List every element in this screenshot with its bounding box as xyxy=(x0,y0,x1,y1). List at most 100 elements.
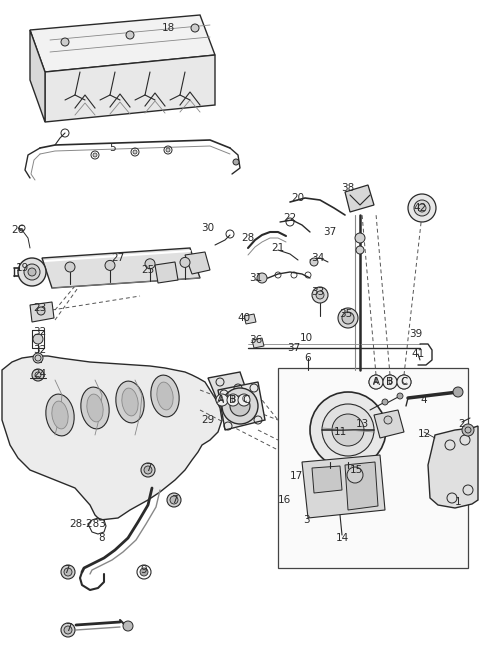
Circle shape xyxy=(64,626,72,634)
Circle shape xyxy=(105,260,115,270)
Circle shape xyxy=(355,233,365,243)
Ellipse shape xyxy=(52,401,68,429)
Polygon shape xyxy=(185,252,210,274)
Text: 23: 23 xyxy=(34,303,47,313)
Text: 42: 42 xyxy=(413,203,427,213)
Circle shape xyxy=(145,259,155,269)
Circle shape xyxy=(33,353,43,363)
Text: 12: 12 xyxy=(418,429,431,439)
Text: 32: 32 xyxy=(34,327,47,337)
Circle shape xyxy=(166,148,170,152)
Circle shape xyxy=(123,621,133,631)
Circle shape xyxy=(312,287,328,303)
Circle shape xyxy=(408,194,436,222)
Text: 6: 6 xyxy=(305,353,312,363)
Text: B: B xyxy=(230,395,236,405)
Text: 21: 21 xyxy=(271,243,285,253)
Text: 26: 26 xyxy=(12,225,24,235)
Polygon shape xyxy=(2,356,222,520)
Polygon shape xyxy=(218,382,265,430)
Text: B: B xyxy=(387,377,393,387)
Circle shape xyxy=(64,568,72,576)
Ellipse shape xyxy=(151,375,179,417)
Circle shape xyxy=(24,264,40,280)
Text: 7: 7 xyxy=(63,565,69,575)
Circle shape xyxy=(28,268,36,276)
Text: 20: 20 xyxy=(291,193,305,203)
Text: 3: 3 xyxy=(303,515,309,525)
Circle shape xyxy=(397,375,411,389)
Text: 24: 24 xyxy=(34,369,47,379)
Ellipse shape xyxy=(87,394,103,422)
Polygon shape xyxy=(374,410,404,438)
Polygon shape xyxy=(155,262,178,283)
Circle shape xyxy=(414,200,430,216)
Text: 18: 18 xyxy=(161,23,175,33)
Ellipse shape xyxy=(157,382,173,410)
Text: 40: 40 xyxy=(238,313,251,323)
Circle shape xyxy=(18,258,46,286)
Text: 9: 9 xyxy=(141,565,147,575)
Text: 1: 1 xyxy=(455,497,461,507)
Circle shape xyxy=(126,31,134,39)
Circle shape xyxy=(397,375,411,389)
Polygon shape xyxy=(302,455,385,518)
Text: C: C xyxy=(241,395,247,405)
Circle shape xyxy=(61,565,75,579)
Circle shape xyxy=(230,396,250,416)
Circle shape xyxy=(140,568,148,576)
Text: 16: 16 xyxy=(277,495,290,505)
Text: 10: 10 xyxy=(300,333,312,343)
Text: A: A xyxy=(372,377,380,387)
Text: 31: 31 xyxy=(250,273,263,283)
Text: 41: 41 xyxy=(411,349,425,359)
Circle shape xyxy=(347,467,363,483)
Circle shape xyxy=(310,258,318,266)
Text: 19: 19 xyxy=(15,263,29,273)
Text: C: C xyxy=(401,377,407,387)
Circle shape xyxy=(338,308,358,328)
Text: 28-283: 28-283 xyxy=(70,519,107,529)
Circle shape xyxy=(191,24,199,32)
Circle shape xyxy=(33,334,43,344)
Text: 7: 7 xyxy=(171,495,177,505)
Text: 15: 15 xyxy=(349,465,362,475)
Text: 29: 29 xyxy=(202,415,215,425)
Text: A: A xyxy=(219,395,225,405)
Text: 7: 7 xyxy=(65,623,72,633)
Circle shape xyxy=(93,153,97,157)
Circle shape xyxy=(144,466,152,474)
Text: A: A xyxy=(373,377,379,387)
Text: 7: 7 xyxy=(144,463,151,473)
Text: 5: 5 xyxy=(108,143,115,153)
Polygon shape xyxy=(428,426,478,508)
Circle shape xyxy=(141,463,155,477)
Circle shape xyxy=(257,273,267,283)
Polygon shape xyxy=(252,338,264,348)
Circle shape xyxy=(356,246,364,254)
Text: 32: 32 xyxy=(34,345,47,355)
Circle shape xyxy=(382,399,388,405)
Circle shape xyxy=(65,262,75,272)
Polygon shape xyxy=(345,462,378,510)
Circle shape xyxy=(37,307,45,315)
Polygon shape xyxy=(45,55,215,122)
Polygon shape xyxy=(244,314,256,324)
Circle shape xyxy=(310,392,386,468)
Text: 13: 13 xyxy=(355,419,369,429)
Circle shape xyxy=(383,375,397,389)
Circle shape xyxy=(216,394,228,406)
Ellipse shape xyxy=(116,381,144,423)
Text: 14: 14 xyxy=(336,533,348,543)
Polygon shape xyxy=(312,466,342,493)
Circle shape xyxy=(369,375,383,389)
Text: C: C xyxy=(400,377,408,387)
Circle shape xyxy=(342,312,354,324)
Text: B: B xyxy=(229,395,237,405)
Circle shape xyxy=(233,159,239,165)
Text: 36: 36 xyxy=(250,335,263,345)
Circle shape xyxy=(384,416,392,424)
Circle shape xyxy=(170,496,178,504)
Circle shape xyxy=(369,375,383,389)
Circle shape xyxy=(180,257,190,268)
